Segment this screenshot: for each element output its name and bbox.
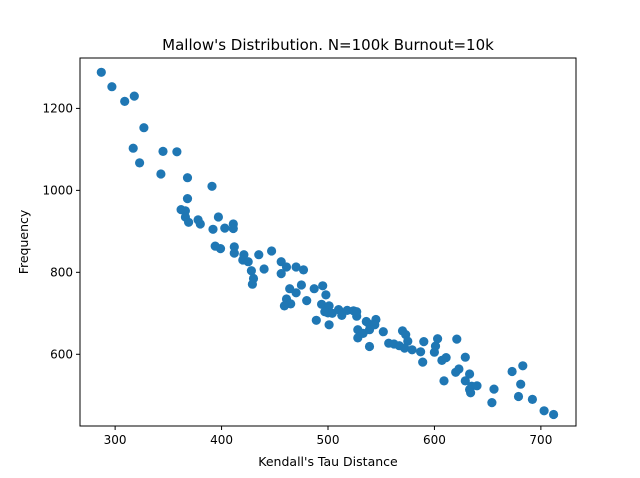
data-point xyxy=(452,334,462,344)
data-point xyxy=(246,266,256,276)
data-point xyxy=(487,398,497,408)
data-point xyxy=(454,364,464,374)
data-point xyxy=(276,269,286,279)
y-tick-label: 1000 xyxy=(42,183,73,197)
data-point xyxy=(182,173,193,183)
x-tick-label: 400 xyxy=(210,433,233,447)
data-point xyxy=(213,212,223,222)
data-point xyxy=(182,194,193,204)
x-tick-label: 300 xyxy=(104,433,127,447)
y-axis-label: Frequency xyxy=(16,209,31,274)
data-point xyxy=(460,376,470,386)
data-point xyxy=(472,381,482,391)
data-point xyxy=(291,262,301,272)
data-point xyxy=(320,307,330,317)
data-point xyxy=(430,341,441,351)
data-point xyxy=(208,224,218,234)
data-point xyxy=(311,315,321,325)
data-point xyxy=(298,265,309,275)
data-point xyxy=(441,353,451,363)
data-point xyxy=(465,369,475,379)
data-point xyxy=(281,262,292,272)
data-point xyxy=(128,143,138,153)
data-point xyxy=(460,352,470,362)
data-point xyxy=(518,361,528,371)
data-point xyxy=(135,158,145,168)
data-point xyxy=(296,280,306,290)
data-point xyxy=(364,341,375,352)
data-point xyxy=(229,242,239,252)
y-tick-label: 600 xyxy=(50,347,73,361)
data-point xyxy=(416,347,426,357)
data-point xyxy=(184,217,194,227)
data-point xyxy=(156,169,166,179)
data-point xyxy=(302,296,312,306)
data-point xyxy=(516,379,526,389)
data-point xyxy=(352,307,362,317)
x-tick-label: 700 xyxy=(529,433,552,447)
data-point xyxy=(96,67,106,77)
data-point xyxy=(439,376,449,386)
data-point xyxy=(507,366,517,377)
data-point xyxy=(400,343,410,353)
data-point xyxy=(254,250,264,260)
plot-frame xyxy=(79,57,577,427)
data-point xyxy=(259,264,269,274)
data-point xyxy=(433,334,443,344)
data-point xyxy=(243,257,253,267)
x-axis-label: Kendall's Tau Distance xyxy=(258,454,398,469)
axis-ticks: 300 400 500 600 700 600 800 1000 1200 xyxy=(42,101,552,447)
data-point xyxy=(279,301,289,311)
data-point xyxy=(324,320,334,330)
data-point xyxy=(513,391,524,402)
data-point xyxy=(195,219,205,229)
y-tick-label: 1200 xyxy=(42,101,73,115)
data-point xyxy=(419,337,429,347)
data-point xyxy=(120,96,130,106)
data-points xyxy=(96,67,559,420)
data-point xyxy=(418,357,428,367)
data-point xyxy=(158,146,168,156)
data-point xyxy=(267,246,277,256)
data-point xyxy=(220,223,230,233)
chart-title: Mallow's Distribution. N=100k Burnout=10… xyxy=(162,36,494,54)
data-point xyxy=(321,290,331,300)
data-point xyxy=(291,288,301,298)
data-point xyxy=(489,384,499,394)
data-point xyxy=(309,284,319,294)
data-point xyxy=(407,345,417,355)
data-point xyxy=(139,123,149,133)
data-point xyxy=(403,336,413,346)
data-point xyxy=(539,406,549,416)
data-point xyxy=(228,223,238,234)
data-point xyxy=(370,320,380,330)
data-point xyxy=(107,82,117,92)
x-tick-label: 500 xyxy=(317,433,340,447)
data-point xyxy=(215,244,226,254)
y-tick-label: 800 xyxy=(50,265,73,279)
data-point xyxy=(129,91,139,101)
data-point xyxy=(549,409,559,420)
data-point xyxy=(317,299,327,309)
data-point xyxy=(466,388,476,398)
plot-background xyxy=(80,58,576,426)
x-tick-label: 600 xyxy=(423,433,446,447)
data-point xyxy=(207,181,217,191)
data-point xyxy=(172,147,182,157)
data-point xyxy=(318,281,328,291)
data-point xyxy=(378,327,388,337)
data-point xyxy=(527,394,538,404)
data-point xyxy=(247,279,257,289)
